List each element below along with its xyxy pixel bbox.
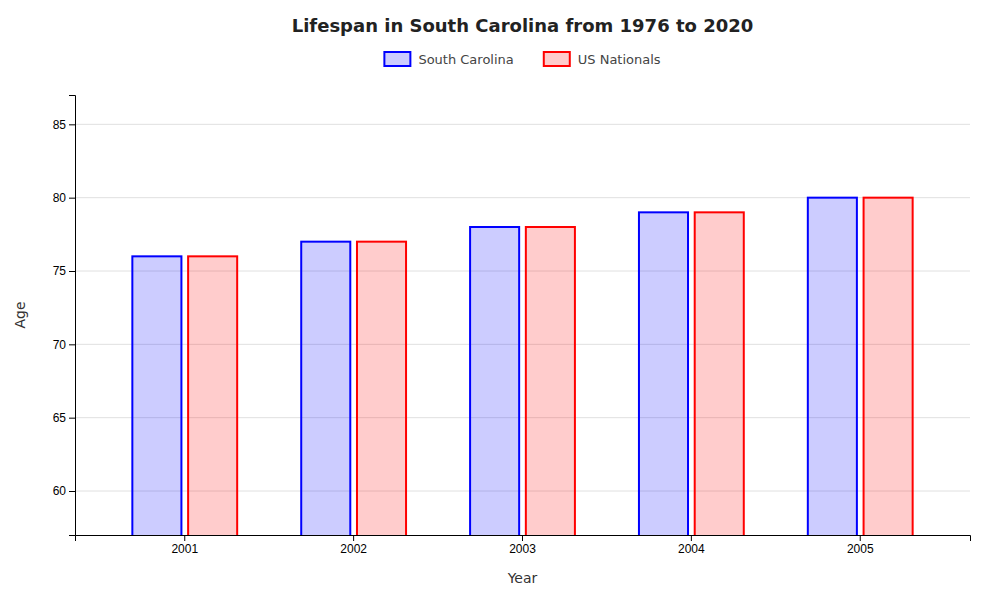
tick: 60 <box>53 484 75 498</box>
tick: 65 <box>53 411 75 425</box>
tick: 2005 <box>847 535 874 556</box>
axis-line <box>76 536 971 542</box>
series <box>132 198 857 535</box>
tick-mark <box>184 535 185 541</box>
tick-label: 80 <box>53 191 67 205</box>
tick-label: 65 <box>53 411 67 425</box>
bar <box>132 256 181 535</box>
title: Lifespan in South Carolina from 1976 to … <box>292 15 754 36</box>
bar <box>470 227 519 535</box>
plot: 2001 2002 2003 2004 2005 60 65 70 75 80 85 Year Age <box>12 96 971 600</box>
tick-label: 60 <box>53 484 67 498</box>
bar <box>188 256 237 535</box>
tick: 2003 <box>509 535 536 556</box>
tick-mark <box>691 535 692 541</box>
tick-mark <box>69 271 75 272</box>
tick-label: 70 <box>53 338 67 352</box>
tick-label: 85 <box>53 118 67 132</box>
legend-item: South Carolina <box>384 52 513 67</box>
axis-line <box>69 96 76 536</box>
tick: 2002 <box>340 535 367 556</box>
tick: 75 <box>53 264 75 278</box>
tick-label: 75 <box>53 264 67 278</box>
tick-label: 2001 <box>171 542 198 556</box>
tick-mark <box>69 418 75 419</box>
grid-line <box>75 124 970 125</box>
tick-mark <box>522 535 523 541</box>
y-axis-title: Age <box>12 301 28 328</box>
tick-label: 2005 <box>847 542 874 556</box>
tick-mark <box>69 344 75 345</box>
tick-mark <box>353 535 354 541</box>
tick: 85 <box>53 118 75 132</box>
series <box>188 198 913 535</box>
tick: 70 <box>53 338 75 352</box>
legend: South Carolina US Nationals <box>384 52 660 67</box>
bar <box>639 212 688 535</box>
bar <box>526 227 575 535</box>
bar <box>357 242 406 535</box>
tick: 2001 <box>171 535 198 556</box>
tick-mark <box>69 124 75 125</box>
bar <box>695 212 744 535</box>
x-axis: 2001 2002 2003 2004 2005 <box>76 535 971 556</box>
bar <box>301 242 350 535</box>
tick-label: 2003 <box>509 542 536 556</box>
tick-mark <box>860 535 861 541</box>
legend-swatch <box>384 52 410 66</box>
tick: 80 <box>53 191 75 205</box>
tick-mark <box>69 491 75 492</box>
tick-mark <box>69 198 75 199</box>
tick-label: 2002 <box>340 542 367 556</box>
bar <box>864 198 913 535</box>
legend-swatch <box>544 52 570 66</box>
legend-label: South Carolina <box>418 52 513 67</box>
legend-label: US Nationals <box>578 52 661 67</box>
tick: 2004 <box>678 535 705 556</box>
y-axis: 60 65 70 75 80 85 <box>53 96 76 536</box>
legend-item: US Nationals <box>544 52 661 67</box>
bar <box>808 198 857 535</box>
bars <box>132 198 912 535</box>
tick-label: 2004 <box>678 542 705 556</box>
x-axis-title: Year <box>507 570 538 586</box>
chart: 2001 2002 2003 2004 2005 60 65 70 75 80 85 Year Age L… <box>0 0 1000 600</box>
